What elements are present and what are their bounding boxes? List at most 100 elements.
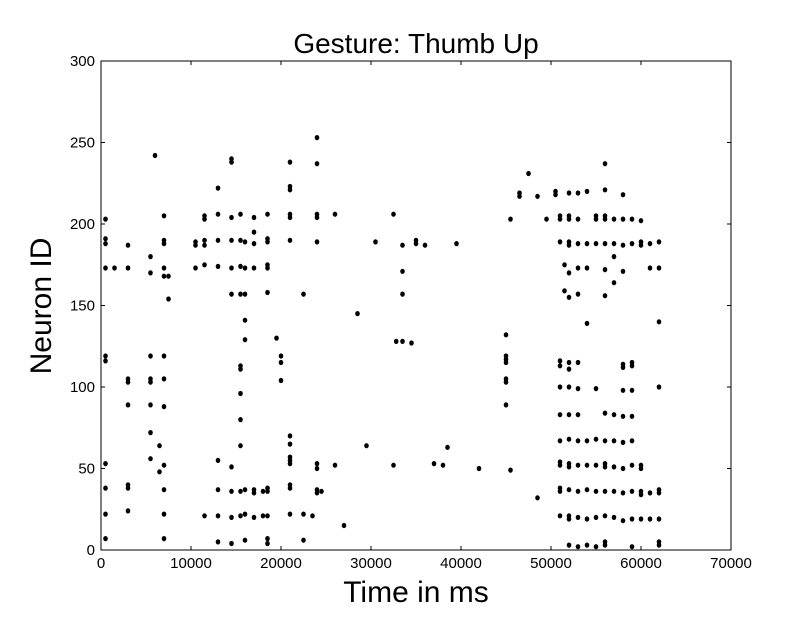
chart-title: Gesture: Thumb Up	[293, 28, 538, 59]
spike-point	[251, 487, 257, 493]
y-tick-label: 250	[70, 135, 95, 152]
spike-point	[557, 459, 563, 465]
spike-point	[620, 413, 626, 419]
spike-point	[629, 216, 635, 222]
spike-point	[148, 402, 153, 408]
spike-point	[575, 462, 581, 468]
spike-point	[125, 402, 131, 408]
spike-point	[647, 265, 653, 271]
spike-point	[476, 465, 482, 472]
spike-point	[629, 516, 635, 522]
spike-point	[584, 265, 590, 271]
spike-point	[391, 462, 396, 468]
spike-point	[301, 291, 306, 297]
spike-point	[593, 386, 599, 392]
spike-point	[242, 487, 248, 493]
spike-point	[251, 214, 257, 221]
spike-point	[287, 441, 293, 447]
spike-point	[503, 402, 509, 408]
spike-point	[161, 536, 167, 542]
spike-point	[161, 237, 167, 243]
spike-point	[638, 488, 644, 494]
data-points	[103, 135, 662, 550]
spike-point	[215, 237, 221, 243]
spike-point	[562, 288, 567, 294]
spike-point	[409, 340, 414, 346]
spike-point	[422, 242, 428, 248]
spike-point	[566, 384, 572, 390]
spike-point	[161, 265, 167, 271]
x-tick-label: 10000	[170, 555, 212, 572]
spike-point	[242, 511, 248, 517]
spike-point	[242, 291, 248, 297]
spike-point	[332, 462, 338, 468]
spike-point	[400, 242, 405, 248]
y-tick-label: 300	[70, 53, 95, 70]
spike-point	[238, 390, 243, 397]
spike-point	[575, 544, 581, 550]
spike-point	[557, 358, 563, 364]
spike-point	[535, 495, 540, 501]
spike-point	[584, 438, 590, 444]
y-tick-label: 100	[70, 379, 95, 396]
spike-point	[287, 183, 293, 190]
spike-point	[125, 482, 131, 488]
spike-point	[152, 152, 158, 159]
spike-point	[278, 377, 284, 384]
spike-point	[566, 270, 572, 276]
spike-point	[238, 443, 243, 449]
spike-point	[602, 241, 608, 247]
spike-point	[656, 539, 662, 545]
spike-point	[584, 241, 590, 247]
spike-point	[602, 161, 608, 167]
spike-point	[562, 262, 567, 268]
spike-point	[629, 488, 635, 494]
spike-point	[287, 454, 293, 460]
spike-point	[566, 436, 572, 442]
spike-point	[656, 265, 662, 271]
spike-point	[584, 462, 590, 468]
spike-point	[332, 211, 338, 217]
spike-point	[620, 465, 626, 472]
spike-point	[656, 487, 662, 493]
spike-point	[310, 513, 315, 519]
spike-point	[215, 513, 221, 519]
y-tick-label: 200	[70, 216, 95, 233]
spike-point	[593, 544, 599, 550]
spike-point	[503, 353, 509, 359]
spike-point	[103, 485, 108, 491]
spike-point	[629, 438, 635, 444]
spike-point	[238, 263, 243, 269]
spike-point	[629, 544, 635, 550]
spike-point	[103, 358, 108, 364]
spike-point	[611, 438, 617, 444]
spike-point	[400, 291, 405, 297]
spike-point	[656, 319, 662, 325]
spike-point	[238, 488, 243, 494]
spike-point	[575, 438, 581, 444]
spike-point	[260, 513, 266, 519]
spike-point	[229, 214, 234, 221]
spike-point	[620, 192, 626, 198]
x-tick-label: 60000	[620, 555, 662, 572]
spike-point	[229, 156, 234, 162]
spike-point	[611, 488, 617, 494]
spike-point	[566, 294, 572, 300]
spike-point	[238, 513, 243, 519]
spike-point	[557, 513, 563, 519]
spike-point	[301, 511, 306, 517]
spike-point	[103, 511, 108, 517]
spike-point	[215, 487, 221, 493]
spike-point	[238, 237, 243, 243]
spike-point	[265, 262, 270, 268]
spike-point	[620, 242, 626, 248]
spike-point	[265, 540, 270, 547]
spike-point	[557, 239, 563, 245]
spike-point	[161, 404, 167, 410]
spike-point	[125, 508, 131, 514]
spike-point	[454, 241, 459, 247]
x-tick-label: 0	[97, 555, 105, 572]
spike-point	[566, 542, 572, 548]
x-tick-label: 40000	[440, 555, 482, 572]
